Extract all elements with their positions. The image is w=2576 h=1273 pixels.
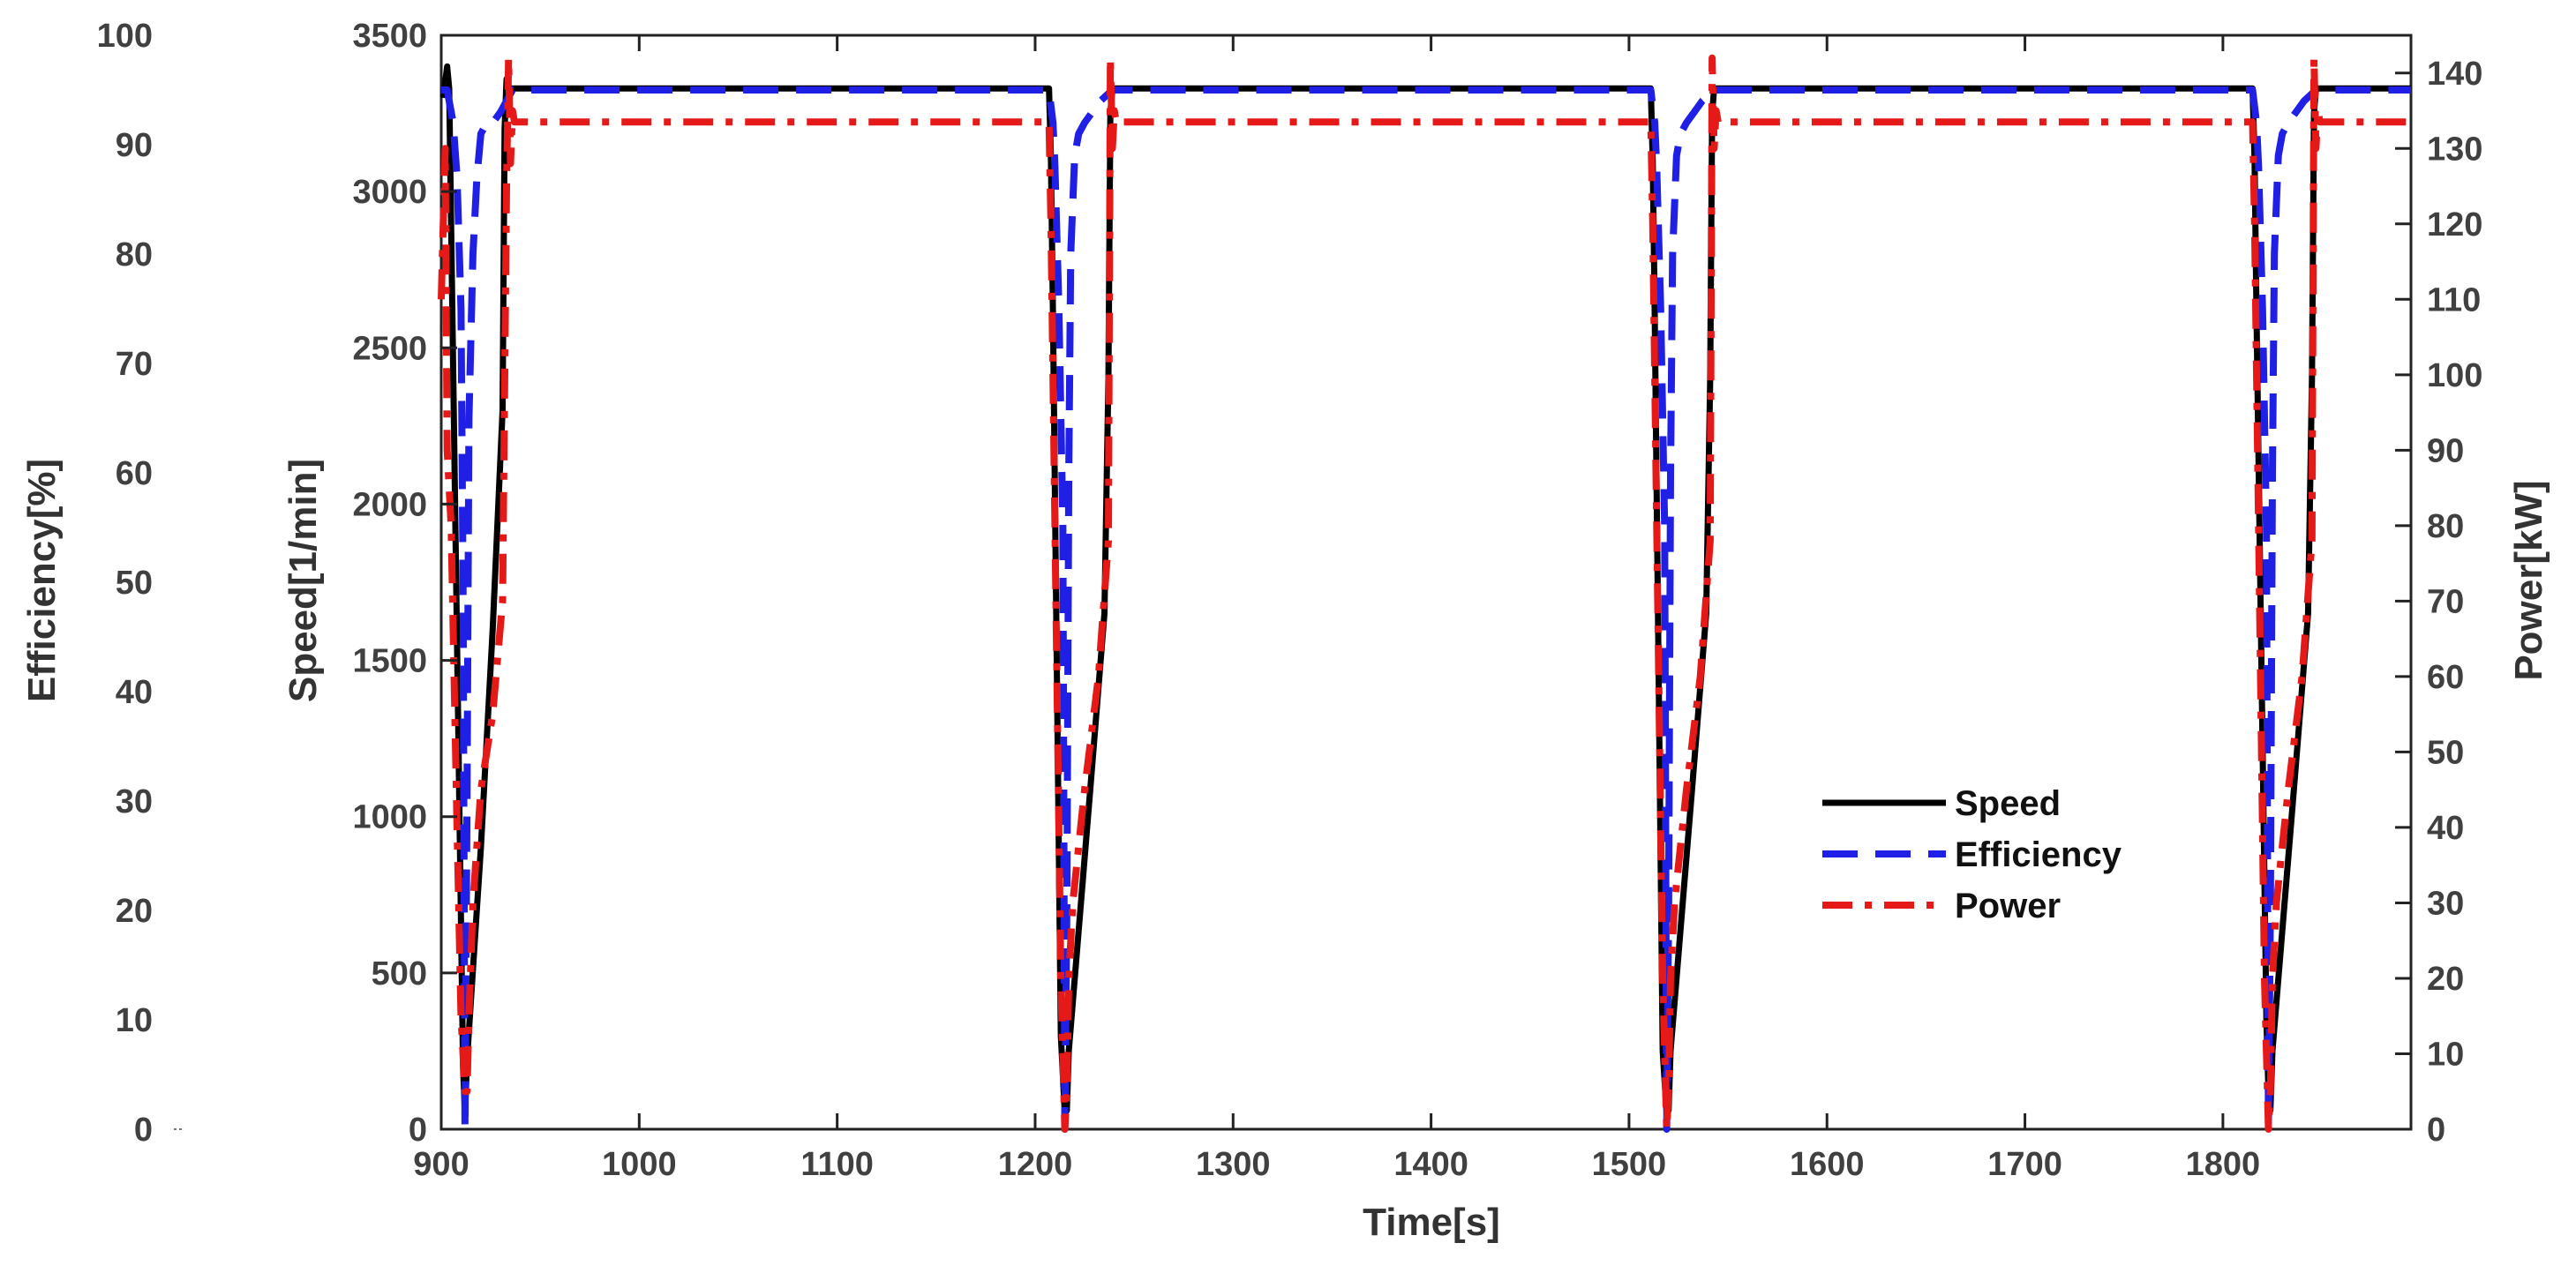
series-layer [438,54,2411,1133]
x-tick-label: 1000 [602,1146,677,1183]
power-tick-label: 40 [2427,810,2464,847]
series-line-speed [439,63,2411,1117]
x-tick-label: 1700 [1987,1146,2062,1183]
power-tick-label: 110 [2427,281,2481,318]
efficiency-tick-label: 40 [116,674,153,711]
speed-tick-label: 2500 [352,330,427,367]
efficiency-tick-label: 0 [134,1112,153,1149]
power-tick-label: 10 [2427,1036,2464,1073]
efficiency-tick-label: 30 [116,783,153,820]
speed-axis-title: Speed[1/min] [282,459,325,702]
power-tick-label: 60 [2427,659,2464,696]
speed-tick-label: 500 [372,955,427,992]
efficiency-tick-label: 70 [116,346,153,383]
power-tick-label: 130 [2427,131,2482,168]
speed-tick-label: 3500 [352,18,427,55]
power-axis-title: Power[kW] [2507,480,2550,680]
efficiency-tick-label: 60 [116,455,153,492]
power-tick-label: 140 [2427,56,2482,93]
power-tick-label: 100 [2427,357,2482,394]
series-line-efficiency [441,86,2411,1133]
power-tick-label: 90 [2427,432,2464,469]
legend-label-power: Power [1955,887,2061,925]
speed-axis: 0 500 1000 1500 2000 2500 3000 3500 [352,18,457,1149]
speed-tick-label: 3000 [352,174,427,211]
efficiency-tick-label: 20 [116,893,153,930]
x-axis-title: Time[s] [1363,1201,1500,1244]
efficiency-tick-label: 10 [116,1002,153,1039]
speed-tick-label: 1500 [352,643,427,680]
plot-frame [439,34,2413,1131]
x-tick-label: 1200 [998,1146,1073,1183]
x-tick-label: 1600 [1790,1146,1865,1183]
power-tick-label: 30 [2427,885,2464,922]
efficiency-axis: 0 10 20 30 40 50 60 70 80 90 100 [97,18,183,1149]
power-tick-label: 50 [2427,734,2464,771]
x-tick-label: 1300 [1196,1146,1271,1183]
x-axis: 900 1000 1100 1200 1300 1400 1500 1600 1700 1800 [413,35,2260,1183]
efficiency-tick-label: 80 [116,236,153,273]
power-axis: 0 10 20 30 40 50 60 70 80 90 100 110 120 130 140 [2395,56,2482,1149]
series-line-power [438,54,2411,1133]
efficiency-tick-label: 100 [97,18,153,55]
x-tick-label: 1100 [800,1146,873,1183]
speed-tick-label: 2000 [352,486,427,523]
speed-tick-label: 0 [409,1112,427,1149]
plot-area [439,34,2413,1131]
x-tick-label: 1400 [1393,1146,1468,1183]
power-tick-label: 70 [2427,583,2464,620]
x-tick-label: 1800 [2186,1146,2261,1183]
legend-label-speed: Speed [1955,784,2061,823]
power-tick-label: 80 [2427,508,2464,545]
speed-tick-label: 1000 [352,799,427,836]
efficiency-axis-title: Efficiency[%] [20,459,64,702]
efficiency-tick-label: 50 [116,565,153,602]
x-tick-label: 1500 [1592,1146,1667,1183]
legend: Speed Efficiency Power [1822,784,2122,925]
power-tick-label: 20 [2427,961,2464,998]
power-tick-label: 0 [2427,1112,2445,1149]
x-tick-label: 900 [413,1146,469,1183]
legend-label-efficiency: Efficiency [1955,835,2122,874]
efficiency-tick-label: 90 [116,127,153,164]
power-tick-label: 120 [2427,206,2482,243]
